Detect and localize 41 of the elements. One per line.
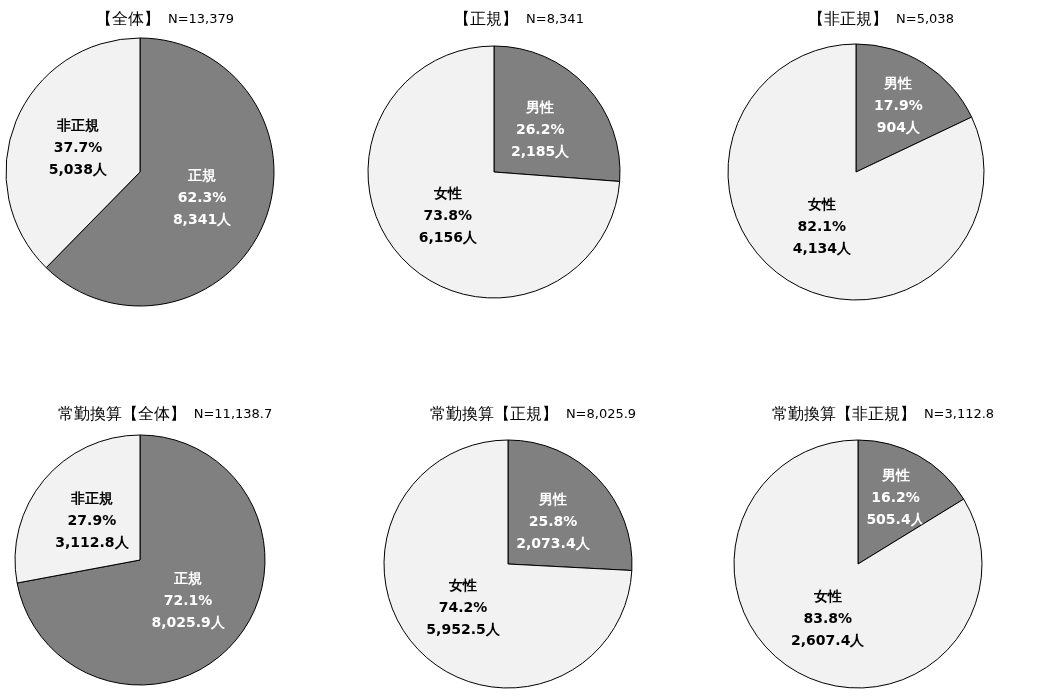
slice-label: 男性 — [537, 491, 567, 508]
data-label: 83.8% 2,607.4人 — [791, 610, 866, 649]
chart-title: 常勤換算【非正規】 — [771, 403, 916, 423]
chart-title: 【正規】 — [454, 8, 519, 28]
data-label: 62.3% 8,341人 — [172, 189, 233, 228]
chart-subtitle: N=8,341 — [526, 10, 584, 26]
chart-title: 【非正規】 — [808, 8, 889, 28]
chart-title: 常勤換算【正規】 — [429, 403, 558, 423]
data-label: 74.2% 5,952.5人 — [426, 598, 501, 637]
pie-slice — [367, 45, 621, 299]
pie-slice — [727, 43, 985, 301]
slice-label: 男性 — [883, 74, 913, 91]
slice-label: 女性 — [448, 576, 478, 593]
data-label: 27.9% 3,112.8人 — [55, 512, 130, 551]
data-label: 17.9% 904人 — [874, 96, 923, 135]
chart-subtitle: N=13,379 — [167, 10, 235, 26]
data-label: 72.1% 8,025.9人 — [151, 591, 226, 630]
slice-label: 女性 — [432, 184, 462, 201]
data-label: 26.2% 2,185人 — [511, 121, 571, 160]
pie-slice — [733, 439, 983, 689]
data-label: 82.1% 4,134人 — [792, 218, 852, 257]
slice-label: 非正規 — [55, 116, 99, 133]
slice-label: 男性 — [880, 466, 910, 483]
chart-title: 常勤換算【全体】 — [57, 403, 186, 423]
chart-subtitle: N=5,038 — [896, 10, 954, 26]
slice-label: 正規 — [173, 569, 203, 586]
data-label: 16.2% 505.4人 — [866, 488, 926, 527]
data-label: 37.7% 5,038人 — [48, 138, 109, 177]
chart-subtitle: N=3,112.8 — [923, 405, 995, 421]
chart-subtitle: N=11,138.7 — [193, 405, 273, 421]
slice-label: 女性 — [812, 588, 842, 605]
slice-label: 男性 — [525, 99, 555, 116]
slice-label: 女性 — [806, 196, 836, 213]
data-label: 73.8% 6,156人 — [418, 206, 478, 245]
chart-title: 【全体】 — [95, 8, 160, 28]
chart-subtitle: N=8,025.9 — [565, 405, 637, 421]
pie-slice — [16, 434, 266, 686]
data-label: 25.8% 2,073.4人 — [516, 513, 591, 552]
slice-label: 正規 — [187, 167, 217, 184]
pie-slice — [383, 439, 633, 689]
slice-label: 非正規 — [69, 490, 113, 507]
